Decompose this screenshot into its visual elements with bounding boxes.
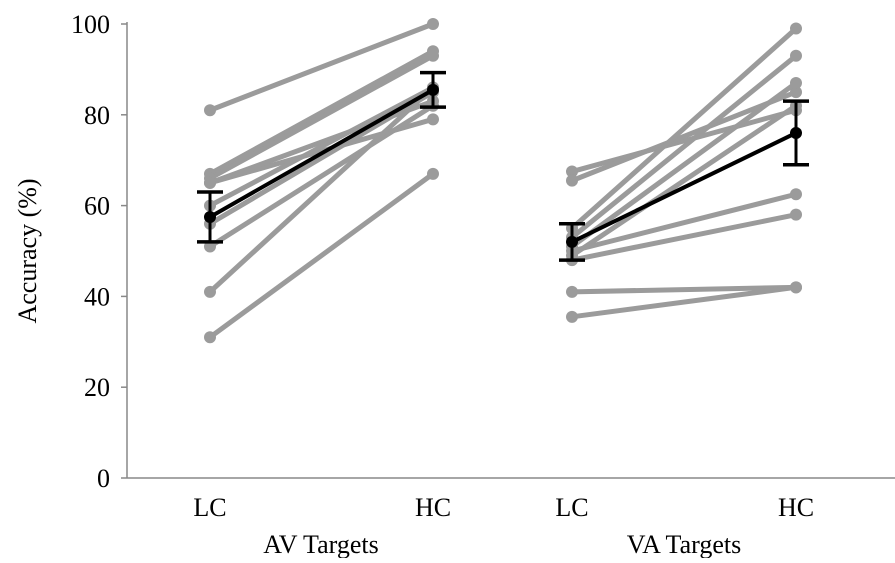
mean-line — [571, 131, 797, 244]
mean-point — [566, 235, 578, 248]
participant-point — [566, 310, 578, 323]
y-tick-label: 100 — [71, 10, 110, 39]
group-label: VA Targets — [627, 530, 741, 558]
participant-point — [204, 104, 216, 117]
participant-line — [569, 53, 799, 240]
participant-line — [207, 171, 436, 340]
participant-line — [207, 85, 436, 295]
participant-line — [207, 53, 436, 181]
x-tick-label: LC — [555, 493, 588, 522]
y-tick-label: 60 — [84, 192, 110, 221]
participant-line — [569, 80, 799, 249]
participant-point — [427, 49, 439, 62]
mean-line — [209, 88, 434, 219]
mean-point — [427, 83, 439, 96]
participant-line — [207, 89, 436, 227]
participant-line — [207, 48, 436, 177]
participant-point — [427, 167, 439, 180]
y-tick-label: 20 — [84, 373, 110, 402]
participant-point — [204, 331, 216, 344]
participant-line — [569, 191, 799, 254]
participant-point — [790, 49, 802, 62]
participant-point — [790, 77, 802, 90]
participant-point — [790, 208, 802, 221]
x-tick-label: LC — [193, 493, 226, 522]
y-tick-label: 80 — [84, 101, 110, 130]
participant-point — [790, 86, 802, 99]
participant-point — [790, 188, 802, 201]
y-axis-label: Accuracy (%) — [13, 178, 42, 323]
participant-line — [207, 21, 436, 113]
participant-point — [566, 174, 578, 187]
participant-point — [204, 285, 216, 298]
participant-line — [207, 103, 436, 249]
y-tick-label: 0 — [97, 464, 110, 493]
participant-line — [569, 103, 799, 259]
mean-point — [204, 210, 216, 223]
participant-line — [569, 26, 799, 231]
participant-line — [569, 284, 799, 295]
participant-point — [566, 165, 578, 178]
participant-line — [207, 85, 436, 209]
participant-line — [569, 107, 799, 175]
mean-point — [790, 126, 802, 139]
participant-line — [569, 284, 799, 320]
participant-point — [427, 113, 439, 126]
group-label: AV Targets — [263, 530, 378, 558]
participant-line — [569, 89, 799, 184]
participant-point — [204, 176, 216, 189]
participant-point — [790, 281, 802, 294]
participant-point — [427, 18, 439, 30]
participant-line — [569, 212, 799, 263]
participant-point — [566, 285, 578, 298]
participant-point — [790, 22, 802, 35]
y-tick-label: 40 — [84, 282, 110, 311]
x-tick-label: HC — [415, 493, 451, 522]
x-tick-label: HC — [778, 493, 814, 522]
